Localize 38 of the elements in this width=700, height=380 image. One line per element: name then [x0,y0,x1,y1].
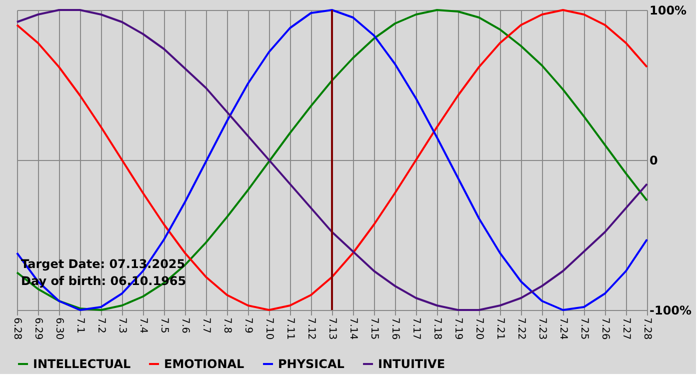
x-tick-label: 7.26 [600,318,610,340]
x-tick-label: 7.11 [284,318,296,340]
x-tick-label: 7.6 [180,318,190,334]
x-tick-label: 6.28 [12,318,22,340]
x-tick-label: 7.22 [516,318,526,340]
x-tick-label: 7.27 [620,318,632,340]
x-tick-label: 7.20 [474,318,484,340]
legend-label: INTUITIVE [378,357,446,371]
y-tick-label: -100% [650,304,692,318]
x-tick-label: 7.9 [242,318,254,334]
x-tick-label: 7.17 [410,318,422,340]
y-tick-label: 0 [650,154,658,168]
x-tick-label: 7.14 [348,318,358,340]
x-tick-label: 7.16 [390,318,400,340]
x-tick-label: 7.8 [222,318,232,334]
x-tick-label: 7.4 [138,318,148,334]
x-tick-label: 7.13 [326,318,338,340]
x-tick-label: 7.28 [642,318,652,340]
x-tick-label: 7.2 [96,318,106,334]
x-tick-label: 7.1 [74,318,86,334]
x-tick-label: 6.30 [54,318,64,340]
x-tick-label: 7.5 [158,318,170,334]
legend-label: PHYSICAL [278,357,345,371]
x-tick-label: 7.25 [578,318,590,340]
x-tick-label: 7.10 [264,318,274,340]
x-tick-label: 7.7 [200,318,212,334]
x-tick-label: 6.29 [32,318,44,340]
x-tick-label: 7.18 [432,318,442,340]
x-tick-label: 7.21 [494,318,506,340]
x-tick-label: 7.3 [116,318,128,334]
x-tick-label: 7.12 [306,318,316,340]
legend-label: INTELLECTUAL [33,357,132,371]
x-tick-label: 7.15 [368,318,380,340]
x-tick-label: 7.23 [536,318,548,340]
x-tick-label: 7.24 [558,318,568,340]
y-tick-label: 100% [650,4,687,18]
legend-label: EMOTIONAL [164,357,245,371]
x-tick-label: 7.19 [452,318,464,340]
